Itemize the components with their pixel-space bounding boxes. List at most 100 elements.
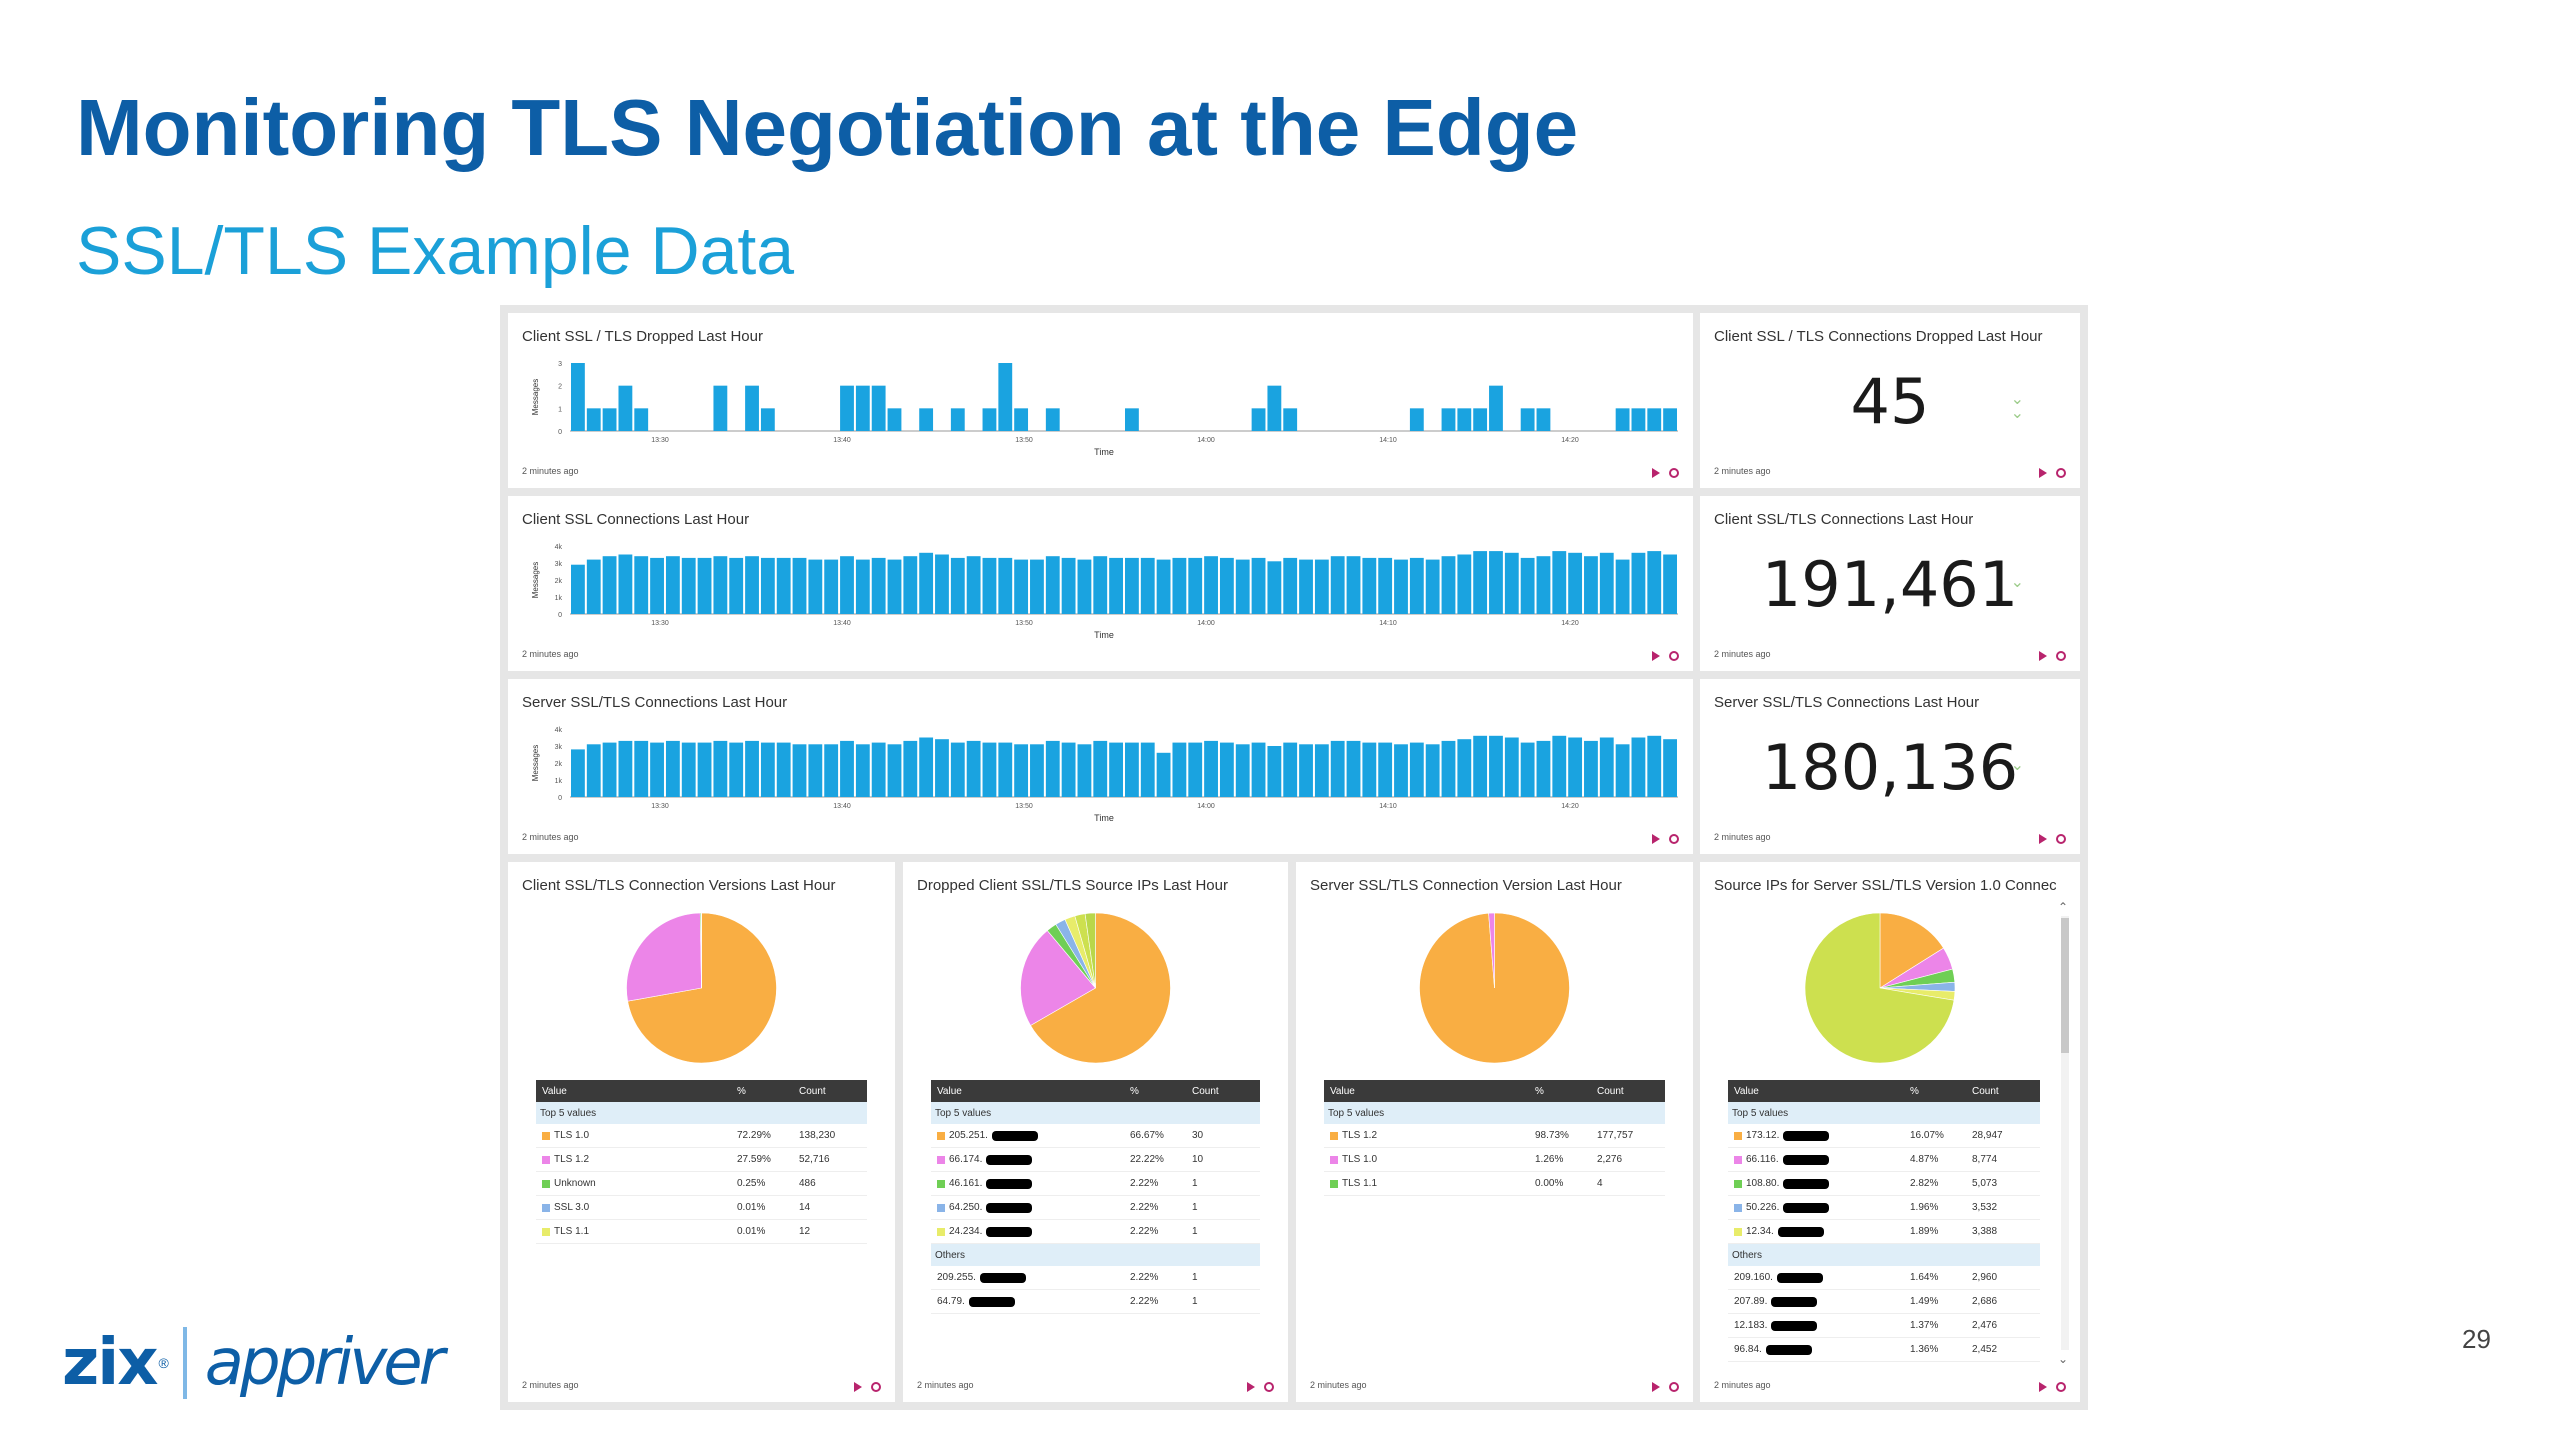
bar [713,556,728,614]
table-row[interactable]: 173.12. 16.07% 28,947 [1728,1124,2040,1148]
table-header: Value% Count [1728,1080,2040,1102]
table-row[interactable]: 12.34. 1.89% 3,388 [1728,1220,2040,1244]
bar [1394,744,1408,797]
table-row[interactable]: TLS 1.0 72.29% 138,230 [536,1124,867,1148]
table-header-cell[interactable]: Value [937,1085,962,1097]
table-cell-count: 177,757 [1597,1130,1634,1141]
panel-client-chart: Client SSL Connections Last Hour 0 1k 2k 3k… [508,496,1693,671]
pie-slice [626,912,702,1002]
panel-footer-timestamp: 2 minutes ago [1714,1380,1771,1390]
table-header-cell[interactable]: Count [1192,1085,1219,1097]
table-row[interactable]: 64.79. 2.22% 1 [931,1290,1260,1314]
table-row[interactable]: 108.80. 2.82% 5,073 [1728,1172,2040,1196]
table-row[interactable]: TLS 1.0 1.26% 2,276 [1324,1148,1665,1172]
table-cell-count: 3,532 [1972,1202,1998,1213]
bar [1615,559,1630,614]
table-row[interactable]: 64.250. 2.22% 1 [931,1196,1260,1220]
table-row[interactable]: 66.174. 22.22% 10 [931,1148,1260,1172]
play-icon[interactable] [1652,651,1660,661]
play-icon[interactable] [2039,1382,2047,1392]
legend-swatch [1734,1179,1742,1188]
chevron-up-icon[interactable]: ⌃ [2058,900,2069,914]
table-cell-percent: 1.64% [1910,1272,1939,1283]
table-cell-percent: 2.82% [1910,1178,1939,1189]
table-row[interactable]: 46.161. 2.22% 1 [931,1172,1260,1196]
play-icon[interactable] [2039,834,2047,844]
table-header-cell[interactable]: % [1910,1085,1919,1097]
table-header-cell[interactable]: Count [1597,1085,1624,1097]
pie-slice [1084,912,1096,989]
table-header-cell[interactable]: % [1130,1085,1139,1097]
chevron-down-icon[interactable]: ⌄ [2058,1352,2069,1366]
table-row[interactable]: 209.255. 2.22% 1 [931,1266,1260,1290]
table-cell-percent: 27.59% [737,1154,771,1165]
refresh-icon[interactable] [1264,1382,1274,1392]
table-header-cell[interactable]: Value [1734,1085,1759,1097]
refresh-icon[interactable] [1669,834,1679,844]
bar [950,557,965,614]
table-header-cell[interactable]: Count [799,1085,826,1097]
play-icon[interactable] [2039,468,2047,478]
legend-swatch [542,1131,550,1140]
bar [935,554,949,614]
table-header-cell[interactable]: Value [542,1085,567,1097]
table-cell-count: 4 [1597,1178,1603,1189]
scrollbar[interactable]: ⌃ ⌄ [2058,900,2072,1366]
table-row[interactable]: TLS 1.1 0.00% 4 [1324,1172,1665,1196]
table-cell-value: SSL 3.0 [536,1202,737,1213]
table-cell-count: 2,960 [1972,1272,1998,1283]
table-row[interactable]: TLS 1.1 0.01% 12 [536,1220,867,1244]
legend-swatch [1734,1203,1742,1212]
refresh-icon[interactable] [1669,651,1679,661]
table-row[interactable]: SSL 3.0 0.01% 14 [536,1196,867,1220]
table-cell-value: 66.174. [931,1154,1130,1165]
refresh-icon[interactable] [2056,834,2066,844]
table-header-cell[interactable]: % [737,1085,746,1097]
table-row[interactable]: 50.226. 1.96% 3,532 [1728,1196,2040,1220]
table-row[interactable]: 209.160. 1.64% 2,960 [1728,1266,2040,1290]
scroll-track[interactable] [2061,916,2069,1350]
table-row[interactable]: Unknown 0.25% 486 [536,1172,867,1196]
play-icon[interactable] [2039,651,2047,661]
table-cell-percent: 0.01% [737,1202,766,1213]
refresh-icon[interactable] [2056,468,2066,478]
table-header-cell[interactable]: Count [1972,1085,1999,1097]
refresh-icon[interactable] [2056,651,2066,661]
scroll-thumb[interactable] [2061,918,2069,1053]
x-tick-label: 14:00 [1197,620,1215,627]
table-cell-percent: 2.22% [1130,1202,1159,1213]
legend-swatch [937,1203,945,1212]
table-row[interactable]: TLS 1.2 27.59% 52,716 [536,1148,867,1172]
refresh-icon[interactable] [871,1382,881,1392]
table-header-cell[interactable]: Value [1330,1085,1355,1097]
refresh-icon[interactable] [1669,1382,1679,1392]
redaction-mark [986,1202,1033,1213]
x-tick-label: 13:40 [833,620,851,627]
y-tick-label: 2 [558,384,562,391]
bar [697,742,712,797]
refresh-icon[interactable] [1669,468,1679,478]
bar [665,556,680,614]
table-group-label: Top 5 values [1728,1102,2040,1124]
table-row[interactable]: 66.116. 4.87% 8,774 [1728,1148,2040,1172]
refresh-icon[interactable] [2056,1382,2066,1392]
table-header-cell[interactable]: % [1535,1085,1544,1097]
bar [760,557,775,614]
table-cell-value: 12.34. [1728,1226,1910,1237]
y-tick-label: 3k [555,561,563,568]
table-row[interactable]: 207.89. 1.49% 2,686 [1728,1290,2040,1314]
table-row[interactable]: 12.183. 1.37% 2,476 [1728,1314,2040,1338]
play-icon[interactable] [1652,834,1660,844]
bar [1077,559,1092,614]
table-row[interactable]: 205.251. 66.67% 30 [931,1124,1260,1148]
play-icon[interactable] [854,1382,862,1392]
play-icon[interactable] [1247,1382,1255,1392]
table-row[interactable]: TLS 1.2 98.73% 177,757 [1324,1124,1665,1148]
table-row[interactable]: 96.84. 1.36% 2,452 [1728,1338,2040,1362]
play-icon[interactable] [1652,468,1660,478]
table-cell-value: 205.251. [931,1130,1130,1141]
bar [586,744,601,797]
play-icon[interactable] [1652,1382,1660,1392]
logo-divider [182,1327,187,1399]
table-row[interactable]: 24.234. 2.22% 1 [931,1220,1260,1244]
